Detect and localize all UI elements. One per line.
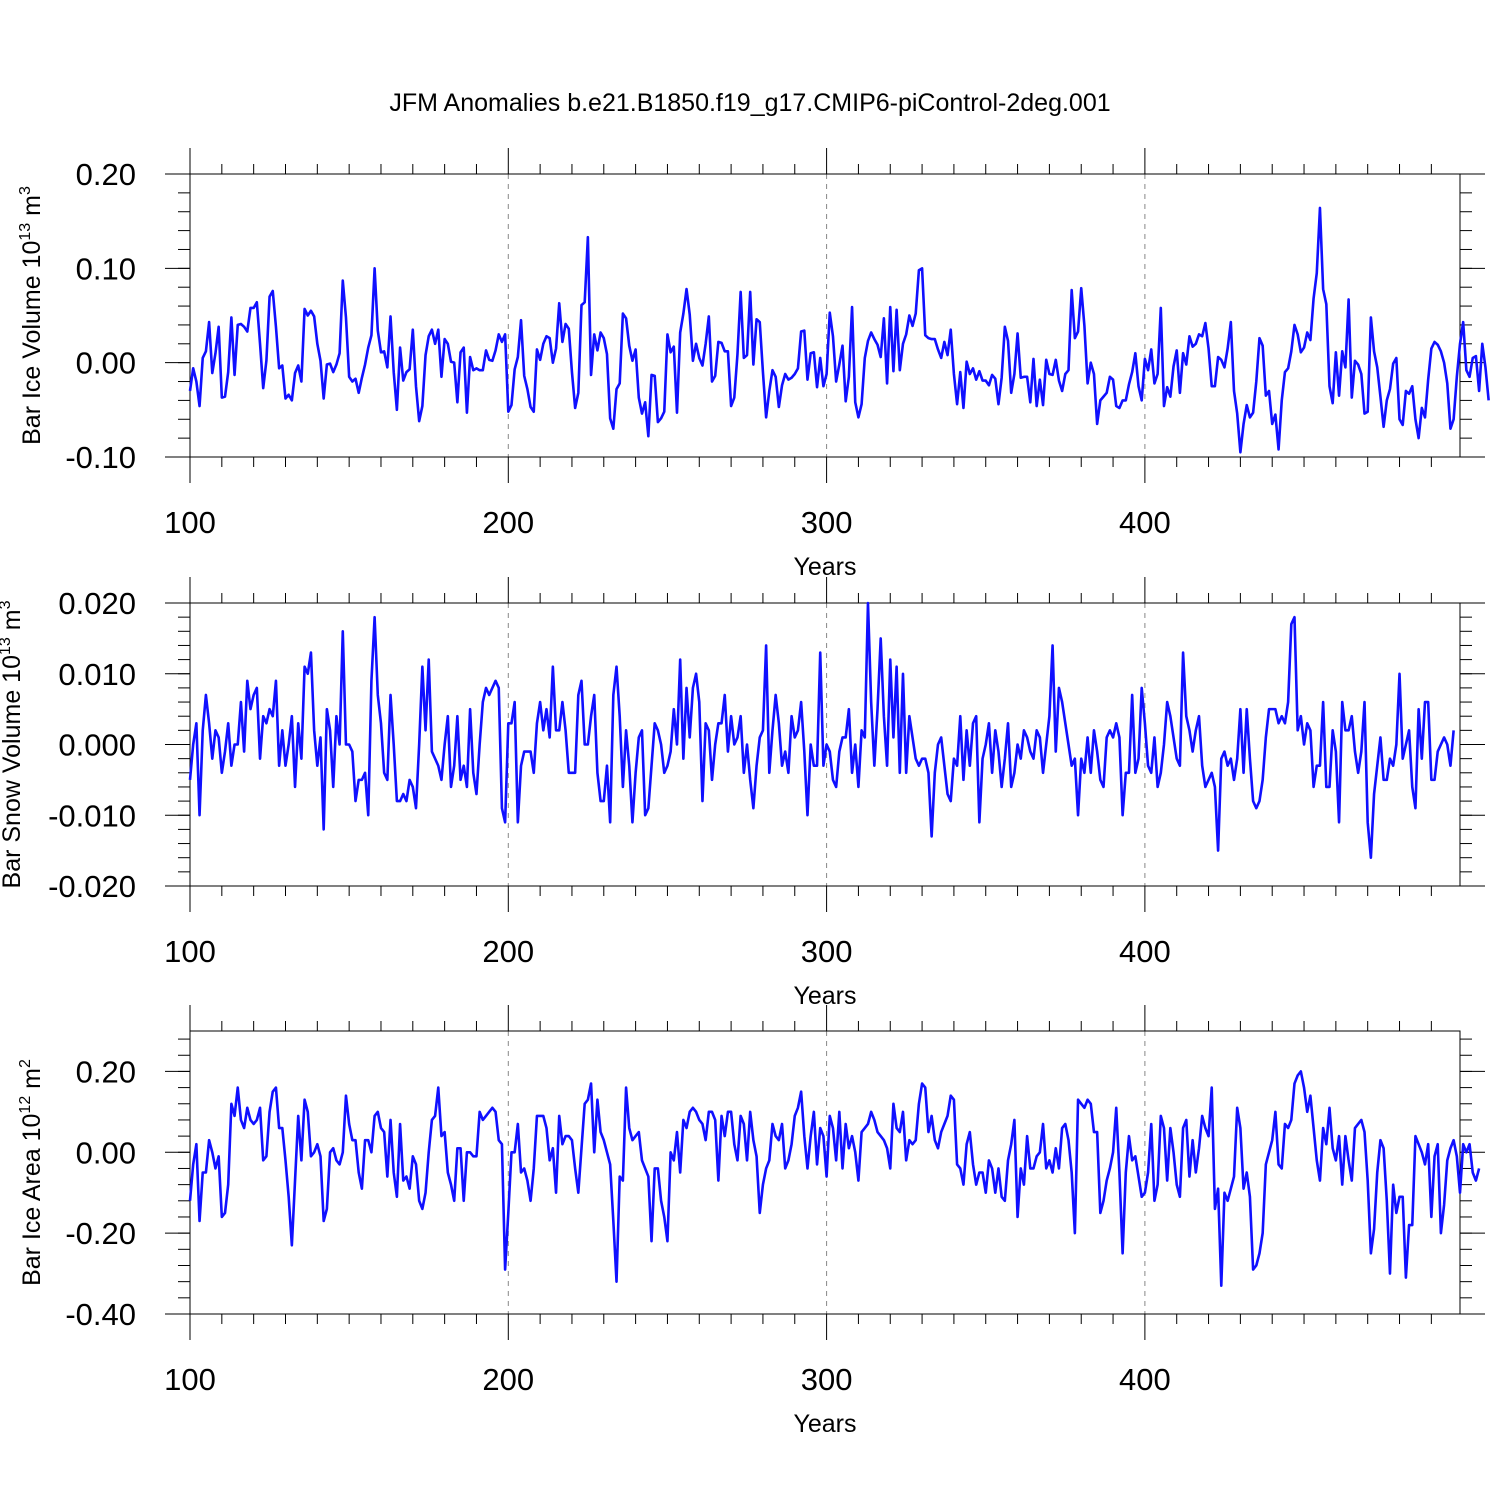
y-axis-title: Bar Ice Area 1012 m2 [17,1059,46,1286]
y-axis-title: Bar Snow Volume 1013 m3 [0,600,26,888]
x-tick-label: 300 [801,505,853,540]
x-tick-label: 300 [801,1362,853,1397]
x-tick-label: 200 [482,934,534,969]
series-line [188,601,1455,860]
y-tick-label: 0.10 [76,251,136,286]
ice-volume-panel: -0.10 0.00 0.10 0.20 100 200 300 400 Years Bar Ic… [17,148,1490,581]
x-tick-label: 400 [1119,934,1171,969]
snow-volume-panel: -0.020 -0.010 0.000 0.010 0.020 100 200 300 400 Y… [0,577,1485,1010]
y-tick-label: -0.010 [48,798,136,833]
plot-frame [189,602,1461,887]
plot-frame [189,1030,1461,1315]
y-tick-label: 0.00 [76,1135,136,1170]
x-tick-label: 100 [164,1362,216,1397]
x-axis-title: Years [793,982,856,1010]
x-axis-title: Years [793,1410,856,1438]
x-tick-label: 400 [1119,1362,1171,1397]
y-tick-label: -0.10 [65,440,136,475]
y-tick-label: 0.20 [76,1054,136,1089]
plot-frame [189,173,1461,458]
ice-area-panel: -0.40 -0.20 0.00 0.20 100 200 300 400 Years Bar I… [17,1005,1485,1438]
y-tick-label: -0.40 [65,1297,136,1332]
x-tick-label: 200 [482,505,534,540]
series-line [188,206,1490,454]
series-line [188,1070,1481,1287]
x-axis-title: Years [793,553,856,581]
y-tick-label: -0.020 [48,869,136,904]
x-tick-label: 400 [1119,505,1171,540]
figure-title: JFM Anomalies b.e21.B1850.f19_g17.CMIP6-… [389,89,1110,117]
y-tick-label: 0.20 [76,157,136,192]
y-tick-label: 0.00 [76,346,136,381]
x-tick-label: 100 [164,505,216,540]
x-tick-label: 200 [482,1362,534,1397]
y-tick-label: 0.020 [58,586,136,621]
x-tick-label: 100 [164,934,216,969]
y-tick-label: -0.20 [65,1216,136,1251]
x-tick-label: 300 [801,934,853,969]
y-axis-title: Bar Ice Volume 1013 m3 [17,186,46,445]
y-tick-label: 0.010 [58,657,136,692]
y-tick-label: 0.000 [58,728,136,763]
